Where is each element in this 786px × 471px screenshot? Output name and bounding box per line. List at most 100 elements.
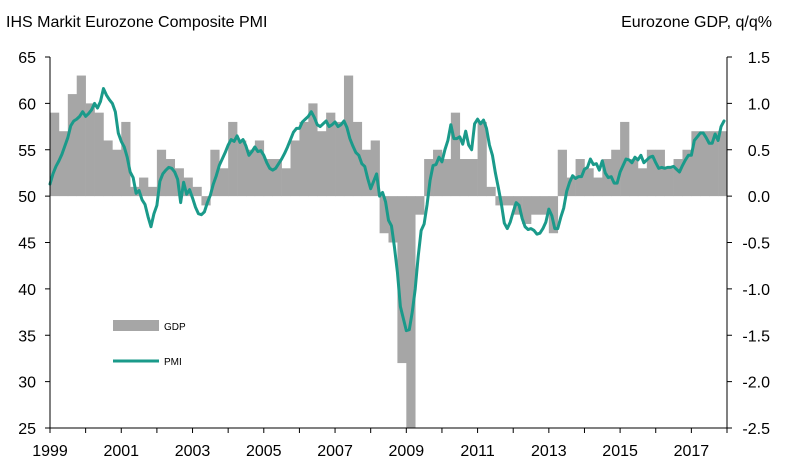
gdp-bar — [522, 196, 532, 224]
gdp-bar — [433, 149, 443, 197]
pmi-line — [48, 87, 726, 333]
right-tick-label: -1.5 — [742, 328, 770, 345]
gdp-bar — [165, 159, 176, 197]
legend-gdp-swatch — [113, 320, 159, 331]
left-tick-label: 30 — [18, 375, 36, 392]
gdp-bar — [156, 149, 167, 197]
gdp-bar — [272, 159, 282, 197]
right-tick-label: 1.5 — [748, 50, 770, 67]
right-tick-label: 0.0 — [748, 189, 770, 206]
gdp-bar — [673, 159, 683, 197]
gdp-bar — [637, 168, 648, 197]
legend-gdp-label: GDP — [164, 322, 186, 333]
gdp-bar — [415, 196, 425, 215]
x-tick-label: 2011 — [460, 443, 495, 460]
gdp-bar — [254, 140, 265, 197]
left-tick-label: 60 — [18, 96, 36, 113]
gdp-bar — [245, 149, 256, 197]
gdp-bar — [700, 131, 710, 197]
gdp-bar — [228, 121, 238, 197]
right-tick-label: -1.0 — [742, 282, 770, 299]
right-tick-label: -2.5 — [742, 421, 770, 438]
gdp-bar — [486, 186, 496, 197]
legend-pmi-label: PMI — [164, 357, 182, 368]
right-tick-label: -2.0 — [742, 375, 770, 392]
gdp-bar — [219, 168, 229, 197]
gdp-bar — [352, 121, 363, 197]
right-tick-label: 1.0 — [748, 96, 770, 113]
gdp-bar — [557, 149, 567, 197]
gdp-bar — [655, 149, 665, 197]
gdp-bar — [335, 121, 345, 197]
right-tick-label: -0.5 — [742, 236, 770, 253]
gdp-bar — [50, 112, 60, 197]
gdp-bar — [308, 103, 318, 197]
gdp-bar — [299, 121, 309, 197]
left-tick-label: 45 — [18, 236, 36, 253]
gdp-bar — [237, 140, 247, 197]
gdp-bar — [290, 140, 300, 197]
left-tick-label: 65 — [18, 50, 36, 67]
right-axis-title: Eurozone GDP, q/q% — [621, 14, 772, 31]
x-tick-label: 2013 — [531, 443, 567, 460]
x-tick-label: 1999 — [32, 443, 68, 460]
gdp-bar — [664, 168, 674, 197]
gdp-bar — [718, 131, 728, 197]
gdp-bar — [450, 112, 461, 197]
gdp-bar — [424, 159, 434, 197]
gdp-bar — [397, 196, 407, 364]
gdp-bar — [370, 140, 380, 197]
gdp-bar — [682, 149, 692, 197]
gdp-bar — [67, 94, 78, 197]
gdp-bar — [646, 149, 657, 197]
gdp-bar — [112, 149, 122, 197]
gdp-bar — [468, 159, 478, 197]
left-tick-label: 25 — [18, 421, 36, 438]
x-tick-label: 2009 — [389, 443, 425, 460]
x-tick-label: 2017 — [674, 443, 710, 460]
gdp-bar — [539, 196, 550, 215]
gdp-bar — [94, 112, 104, 197]
gdp-bar — [147, 186, 158, 197]
gdp-bar — [58, 131, 69, 197]
gdp-bar — [326, 112, 336, 197]
gdp-bar — [201, 196, 211, 206]
gdp-bar — [210, 149, 220, 197]
left-tick-label: 50 — [18, 189, 36, 206]
gdp-bar — [531, 196, 541, 215]
x-tick-label: 2001 — [103, 443, 139, 460]
gdp-bar — [691, 131, 701, 197]
gdp-bar — [281, 168, 291, 197]
gdp-bar — [611, 149, 621, 197]
x-tick-label: 2003 — [175, 443, 211, 460]
x-tick-label: 2015 — [602, 443, 638, 460]
left-tick-label: 40 — [18, 282, 36, 299]
gdp-bar — [629, 159, 639, 197]
left-tick-label: 35 — [18, 328, 36, 345]
gdp-bar — [504, 196, 514, 206]
gdp-bar — [85, 103, 95, 197]
gdp-bar — [121, 121, 131, 197]
gdp-bar — [263, 159, 273, 197]
gdp-bar — [459, 159, 469, 197]
gdp-bar — [183, 177, 193, 197]
gdp-bar — [139, 177, 149, 197]
gdp-bar — [103, 140, 113, 197]
right-tick-label: 0.5 — [748, 143, 770, 160]
gdp-bar — [388, 196, 398, 243]
gdp-bar — [317, 131, 327, 197]
gdp-bar — [566, 177, 576, 197]
gdp-bar — [477, 121, 487, 197]
gdp-bar — [709, 131, 719, 197]
gdp-bar — [441, 159, 452, 197]
gdp-bar — [548, 196, 559, 234]
gdp-bar — [192, 186, 202, 197]
gdp-bar — [593, 177, 603, 197]
x-tick-label: 2005 — [246, 443, 282, 460]
gdp-bar — [584, 168, 594, 197]
x-tick-label: 2007 — [317, 443, 353, 460]
gdp-bar — [379, 196, 389, 234]
left-axis-title: IHS Markit Eurozone Composite PMI — [6, 14, 268, 31]
left-tick-label: 55 — [18, 143, 36, 160]
